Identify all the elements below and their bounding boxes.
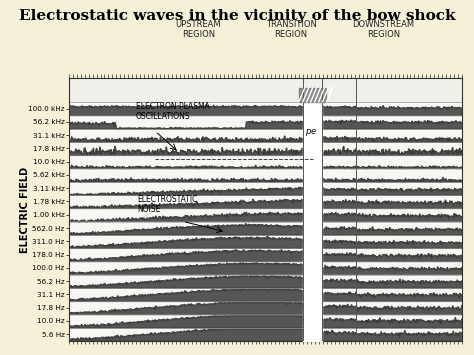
Text: ELECTROSTATIC
NOISE: ELECTROSTATIC NOISE — [137, 195, 198, 214]
Y-axis label: ELECTRIC FIELD: ELECTRIC FIELD — [20, 166, 30, 252]
Text: Electrostatic waves in the vicinity of the bow shock: Electrostatic waves in the vicinity of t… — [19, 9, 455, 23]
Text: DOWNSTREAM
REGION: DOWNSTREAM REGION — [352, 20, 415, 39]
Text: $\it{pe}$: $\it{pe}$ — [305, 127, 317, 138]
Text: UPSTREAM
REGION: UPSTREAM REGION — [176, 20, 221, 39]
Text: ELECTRON PLASMA
OSCILLATIONS: ELECTRON PLASMA OSCILLATIONS — [136, 102, 210, 121]
Text: TRANSITION
REGION: TRANSITION REGION — [265, 20, 317, 39]
